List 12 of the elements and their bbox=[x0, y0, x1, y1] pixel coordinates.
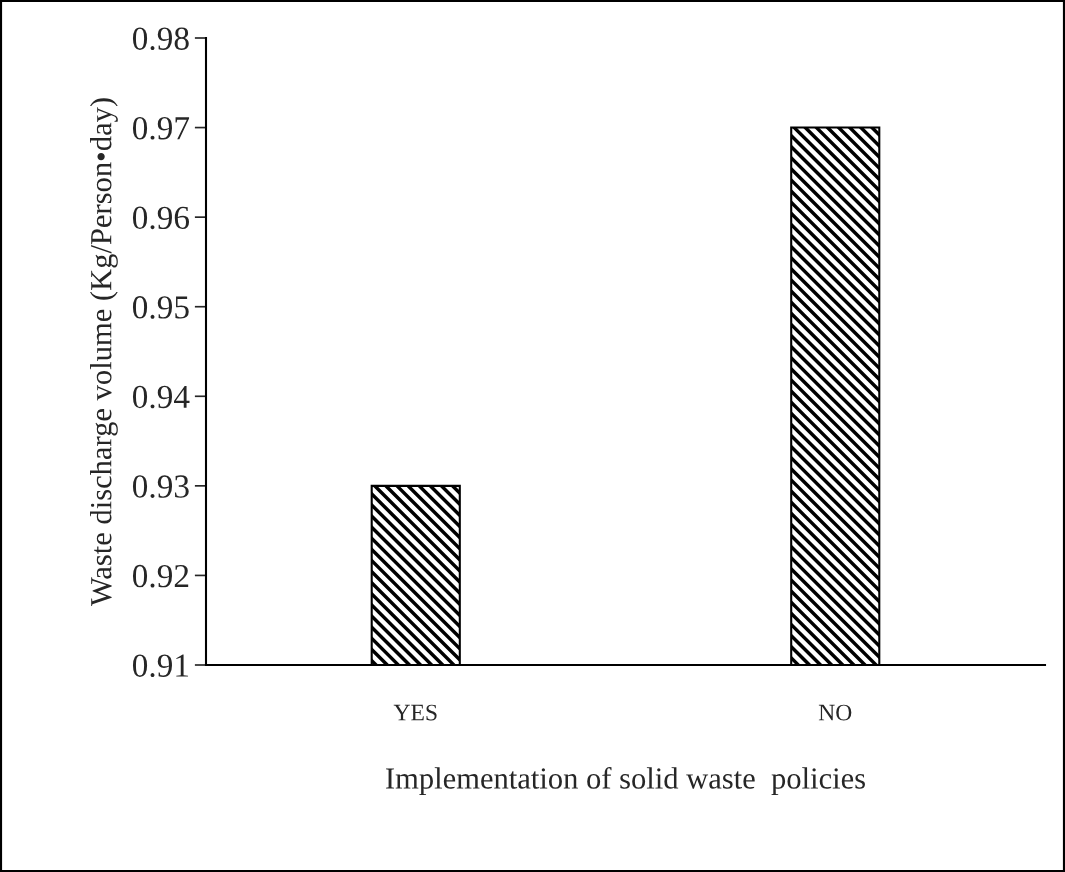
x-axis-title: Implementation of solid waste policies bbox=[386, 766, 865, 795]
y-tick-label: 0.94 bbox=[132, 385, 190, 409]
y-tick-label: 0.92 bbox=[132, 564, 189, 588]
x-tick-label: NO bbox=[818, 704, 852, 721]
x-tick-label: YES bbox=[393, 704, 437, 721]
y-tick-label: 0.97 bbox=[132, 116, 190, 140]
y-tick-label: 0.95 bbox=[132, 296, 189, 319]
y-tick-label: 0.98 bbox=[132, 27, 189, 51]
y-axis-title: Waste discharge volume (Kg/Person•day) bbox=[90, 98, 118, 607]
y-tick-label: 0.91 bbox=[132, 654, 189, 678]
y-tick-label: 0.96 bbox=[132, 206, 190, 230]
y-tick-label: 0.93 bbox=[132, 475, 189, 498]
